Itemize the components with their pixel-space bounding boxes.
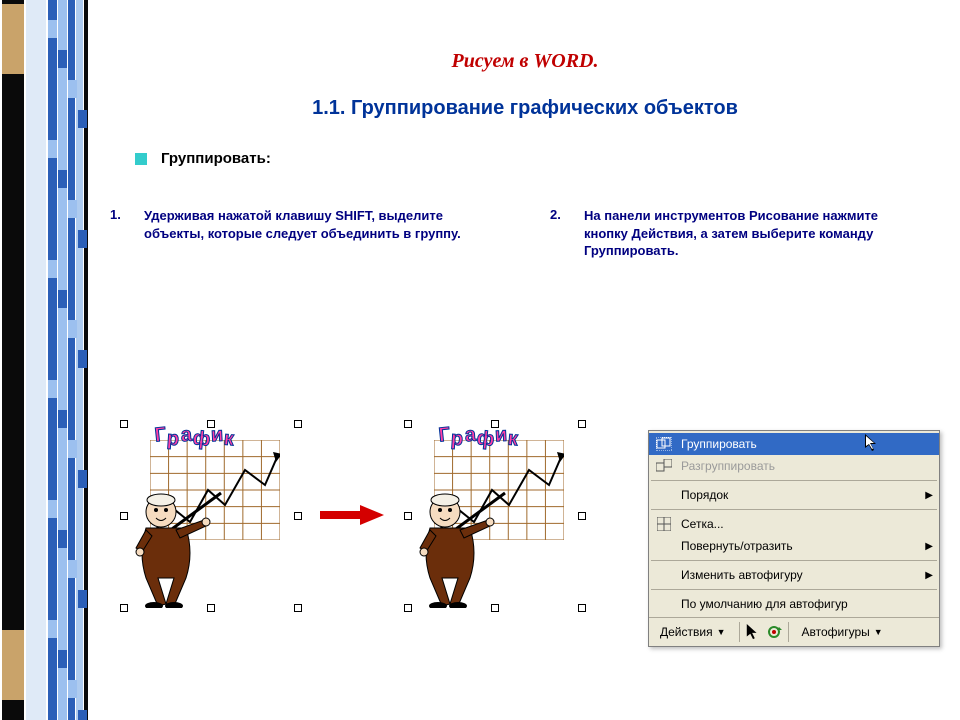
grid-icon — [653, 515, 675, 533]
arrow-icon — [320, 505, 384, 525]
chart-after: График — [404, 420, 584, 610]
ungroup-icon — [653, 457, 675, 475]
step-number: 2. — [550, 207, 566, 260]
submenu-arrow-icon: ▶ — [925, 490, 933, 501]
blank-icon — [653, 537, 675, 555]
steps-row: 1. Удерживая нажатой клавишу SHIFT, выде… — [110, 207, 940, 260]
drawing-toolbar: Действия ▼ Автофигуры ▼ — [649, 617, 939, 646]
step-number: 1. — [110, 207, 126, 260]
wordart-letter: р — [166, 428, 180, 452]
wordart-letter: Г — [438, 423, 452, 447]
selection-handle[interactable] — [120, 420, 128, 428]
wordart-letter: р — [450, 428, 464, 452]
menu-item[interactable]: Группировать — [649, 433, 939, 455]
wordart-letter: ф — [191, 427, 211, 452]
menu-separator — [651, 509, 937, 510]
menu-item[interactable]: Сетка... — [649, 513, 939, 535]
submenu-arrow-icon: ▶ — [925, 570, 933, 581]
toolbar-separator — [788, 622, 789, 642]
select-arrow-icon[interactable] — [746, 624, 760, 640]
selection-handle[interactable] — [404, 420, 412, 428]
presenter-figure — [126, 488, 226, 608]
blank-icon — [653, 566, 675, 584]
caret-down-icon: ▼ — [717, 627, 726, 637]
menu-item-label: Изменить автофигуру — [681, 568, 919, 582]
menu-item-label: Сетка... — [681, 517, 933, 531]
bullet-row: Группировать: — [135, 150, 940, 167]
cursor-icon — [865, 434, 879, 452]
menu-item[interactable]: По умолчанию для автофигур — [649, 593, 939, 615]
bullet-icon — [135, 153, 147, 165]
menu-item-label: Разгруппировать — [681, 459, 933, 473]
selection-handle[interactable] — [578, 512, 586, 520]
step-text: На панели инструментов Рисование нажмите… — [584, 207, 890, 260]
illustration-row: График График — [120, 420, 584, 610]
menu-item-label: По умолчанию для автофигур — [681, 597, 933, 611]
selection-handle[interactable] — [294, 420, 302, 428]
menu-separator — [651, 480, 937, 481]
chart-before: График — [120, 420, 300, 610]
wordart-letter: Г — [154, 423, 168, 447]
caret-down-icon: ▼ — [874, 627, 883, 637]
menu-item[interactable]: Повернуть/отразить ▶ — [649, 535, 939, 557]
menu-item[interactable]: Порядок ▶ — [649, 484, 939, 506]
wordart-letter: к — [507, 428, 519, 452]
wordart-letter: и — [210, 424, 223, 448]
sidebar-art — [0, 0, 95, 720]
wordart-letter: а — [180, 424, 193, 448]
step-text: Удерживая нажатой клавишу SHIFT, выделит… — [144, 207, 490, 260]
group-icon — [653, 435, 675, 453]
wordart-letter: к — [223, 428, 235, 452]
autoshapes-button[interactable]: Автофигуры ▼ — [795, 622, 890, 642]
wordart-letter: и — [494, 424, 507, 448]
actions-button[interactable]: Действия ▼ — [653, 622, 733, 642]
selection-handle[interactable] — [578, 420, 586, 428]
presenter-figure — [410, 488, 510, 608]
submenu-arrow-icon: ▶ — [925, 541, 933, 552]
menu-item-label: Группировать — [681, 437, 933, 451]
page-title: 1.1. Группирование графических объектов — [110, 97, 940, 120]
step-1: 1. Удерживая нажатой клавишу SHIFT, выде… — [110, 207, 490, 260]
bullet-label: Группировать: — [161, 150, 271, 167]
blank-icon — [653, 595, 675, 613]
wordart-letter: ф — [475, 427, 495, 452]
toolbar-separator — [739, 622, 740, 642]
step-2: 2. На панели инструментов Рисование нажм… — [550, 207, 890, 260]
wordart-letter: а — [464, 424, 477, 448]
actions-label: Действия — [660, 625, 713, 639]
menu-item-label: Порядок — [681, 488, 919, 502]
blank-icon — [653, 486, 675, 504]
selection-handle[interactable] — [578, 604, 586, 612]
selection-handle[interactable] — [294, 512, 302, 520]
menu-item-label: Повернуть/отразить — [681, 539, 919, 553]
drawing-actions-menu: Группировать Разгруппировать Порядок ▶ Сетка… — [648, 430, 940, 647]
menu-item: Разгруппировать — [649, 455, 939, 477]
selection-handle[interactable] — [294, 604, 302, 612]
menu-item[interactable]: Изменить автофигуру ▶ — [649, 564, 939, 586]
menu-separator — [651, 560, 937, 561]
page-title-super: Рисуем в WORD. — [110, 50, 940, 73]
autoshapes-label: Автофигуры — [802, 625, 870, 639]
menu-separator — [651, 589, 937, 590]
rotate-icon[interactable] — [766, 624, 782, 640]
